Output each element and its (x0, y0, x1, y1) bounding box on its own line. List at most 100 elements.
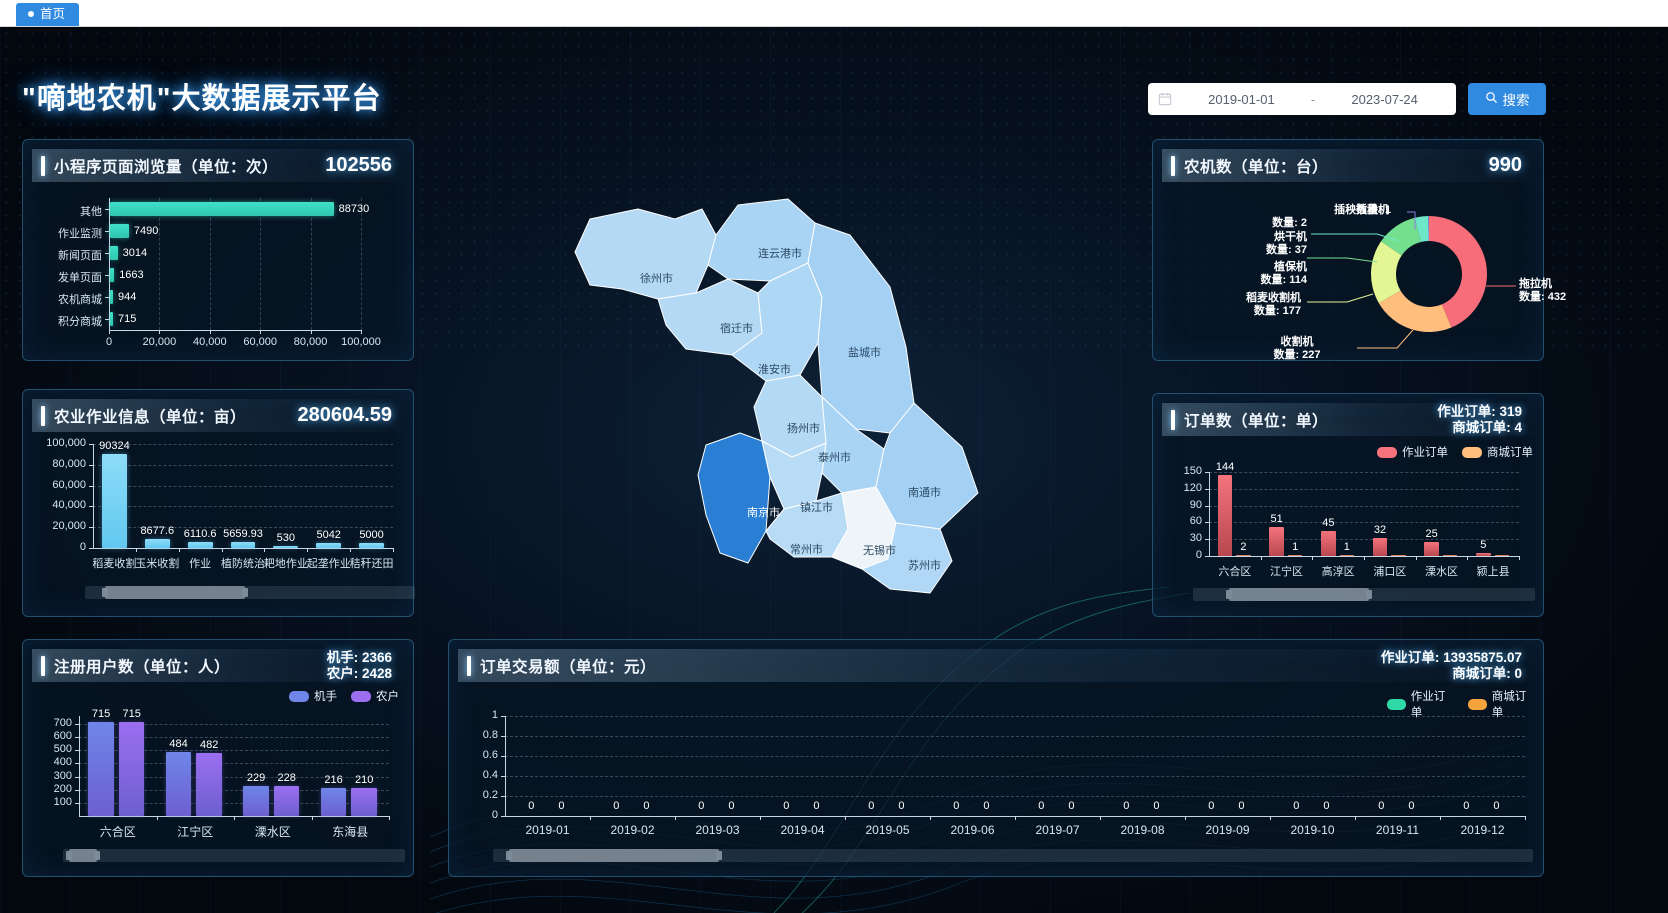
data-zoom-grip-left[interactable] (66, 851, 72, 860)
bar[interactable] (110, 268, 115, 282)
bar[interactable] (144, 538, 170, 548)
data-zoom-thumb[interactable] (69, 849, 97, 862)
chart-machines[interactable]: 插秧数量: 1 插秧机 数量: 2 烘干机 数量: 37 植保机 数量: 114 稻麦收割… (1161, 186, 1566, 362)
bar[interactable] (110, 202, 334, 216)
data-zoom-grip-right[interactable] (716, 851, 722, 860)
legend-item-作业订单[interactable]: 作业订单 (1387, 688, 1454, 720)
x-tick-mark (1260, 556, 1262, 560)
chart-gridline-h (505, 796, 1525, 797)
data-zoom-thumb[interactable] (1229, 588, 1369, 601)
data-zoom-slider[interactable] (63, 849, 405, 862)
bar[interactable] (243, 785, 269, 816)
panel-users-kpi-line1: 机手: 2366 (326, 650, 392, 666)
bar[interactable] (273, 786, 300, 816)
map-svg[interactable] (470, 157, 1090, 627)
date-start-input[interactable]: 2019-01-01 (1208, 91, 1275, 107)
donut-slice-稻麦收割机[interactable] (1371, 241, 1402, 304)
data-zoom-grip-right[interactable] (1366, 590, 1372, 599)
panel-users-header: 注册用户数（单位：人） 机手: 2366 农户: 2428 (32, 649, 404, 682)
map-region-suzhou (861, 522, 953, 594)
jiangsu-map[interactable]: 徐州市 连云港市 宿迁市 淮安市 盐城市 扬州市 泰州市 南通市 南京市 镇江市 常州市 无锡市 苏州市 (470, 157, 1090, 627)
legend-item-商城订单[interactable]: 商城订单 (1468, 688, 1535, 720)
bar[interactable] (110, 290, 113, 304)
data-zoom-grip-left[interactable] (102, 588, 108, 597)
bar[interactable] (1391, 555, 1406, 556)
bar[interactable] (1236, 554, 1251, 556)
donut-slice-植保机[interactable] (1381, 217, 1421, 256)
bar[interactable] (110, 312, 113, 326)
x-tick-mark (930, 816, 931, 820)
legend-item-机手[interactable]: 机手 (289, 688, 337, 704)
bar[interactable] (1476, 553, 1491, 556)
bar[interactable] (102, 454, 127, 548)
x-tick-mark (1415, 556, 1417, 560)
page-title: "嘀地农机"大数据展示平台 (22, 83, 382, 115)
chart-gridline-v (260, 198, 262, 330)
date-end-input[interactable]: 2023-07-24 (1351, 91, 1418, 107)
tab-home[interactable]: 首页 (16, 2, 80, 26)
data-zoom-slider[interactable] (493, 849, 1533, 862)
bar[interactable] (230, 542, 256, 548)
chart-pageviews[interactable]: 0 20,000 40,000 60,000 80,000 100,000 其他 88730 作… (31, 186, 405, 356)
panel-turnover-kpi-line1: 作业订单: 13935875.07 (1380, 650, 1522, 666)
bar[interactable] (110, 224, 129, 238)
x-tick-label: 高淳区 (1321, 566, 1355, 578)
donut-label: 数量: 2 (1272, 217, 1307, 229)
panel-users-kpi-line2: 农户: 2428 (326, 665, 392, 681)
data-zoom-grip-left[interactable] (506, 851, 512, 860)
bar[interactable] (187, 541, 213, 548)
bar-value-label: 1663 (119, 269, 144, 281)
bar[interactable] (320, 787, 347, 816)
donut-slice-插秧机[interactable] (1428, 216, 1429, 242)
bar[interactable] (316, 542, 342, 548)
chart-gridline-h (93, 485, 393, 487)
bar[interactable] (165, 752, 192, 816)
x-tick-label: 六合区 (1218, 566, 1252, 578)
donut-chart-svg[interactable] (1161, 186, 1537, 362)
legend-item-农户[interactable]: 农户 (351, 688, 399, 704)
chart-users[interactable]: 机手 农户 100 200 300 400 500 600 700 715 715 六合区 484 482… (31, 686, 405, 872)
legend-item-作业订单[interactable]: 作业订单 (1377, 444, 1448, 460)
bar[interactable] (359, 542, 384, 548)
bar[interactable] (110, 246, 118, 260)
bar-value-label: 88730 (338, 203, 370, 215)
chart-farmwork[interactable]: 0 20,000 40,000 60,000 80,000 100,000 90324 867… (31, 436, 415, 612)
chart-orders[interactable]: 作业订单 商城订单 0 30 60 90 120 150 144 2 六合区 51 1 江宁区 45 1 高淳区… (1161, 440, 1535, 612)
bar[interactable] (1339, 555, 1355, 556)
x-tick-mark (156, 816, 158, 820)
panel-pageviews: 小程序页面浏览量（单位：次） 102556 0 20,000 40,000 60,00… (22, 139, 414, 361)
legend-item-商城订单[interactable]: 商城订单 (1462, 444, 1533, 460)
bar[interactable] (1287, 555, 1303, 556)
x-tick-label: 0 (105, 336, 113, 348)
y-tick-label: 作业监测 (58, 228, 102, 240)
y-tick-label: 120 (1183, 481, 1202, 494)
data-zoom-thumb[interactable] (105, 586, 245, 599)
bar[interactable] (1424, 542, 1439, 556)
data-zoom-slider[interactable] (1193, 588, 1535, 601)
data-zoom-grip-left[interactable] (1226, 590, 1232, 599)
bar[interactable] (273, 546, 299, 548)
donut-slice-拖拉机[interactable] (1429, 216, 1487, 328)
bar[interactable] (1321, 530, 1336, 556)
donut-slice-烘干机[interactable] (1414, 216, 1429, 243)
bar[interactable] (1442, 555, 1458, 556)
y-tick-mark (89, 527, 93, 529)
chart-turnover[interactable]: 作业订单 商城订单 0 0.2 0.4 0.6 0.8 1 0 0 2019-01 0 0 2019-02… (457, 686, 1535, 872)
bar[interactable] (1217, 475, 1233, 556)
bar[interactable] (196, 752, 222, 816)
data-zoom-grip-right[interactable] (242, 588, 248, 597)
bar[interactable] (118, 721, 145, 816)
search-button[interactable]: 搜索 (1468, 83, 1546, 115)
date-range-picker[interactable]: 2019-01-01 - 2023-07-24 (1148, 83, 1456, 115)
bar[interactable] (1372, 538, 1388, 556)
bar[interactable] (1494, 555, 1510, 556)
donut-slice-收割机[interactable] (1378, 290, 1452, 332)
bar[interactable] (88, 721, 114, 816)
data-zoom-grip-right[interactable] (94, 851, 100, 860)
bar[interactable] (351, 788, 377, 816)
bar-value-label: 0 (698, 800, 705, 812)
chart-legend: 机手 农户 (289, 688, 399, 704)
data-zoom-slider[interactable] (85, 586, 415, 599)
data-zoom-thumb[interactable] (509, 849, 719, 862)
bar[interactable] (1269, 527, 1284, 556)
